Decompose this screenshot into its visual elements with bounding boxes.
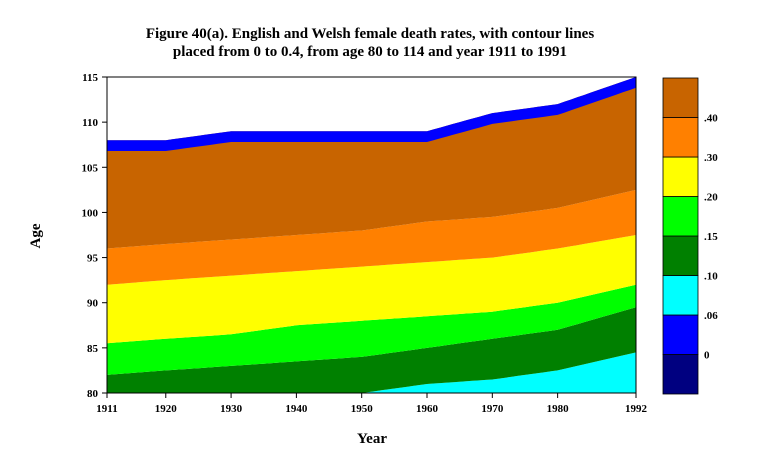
legend-label: .10 (704, 271, 718, 283)
y-tick-label: 100 (82, 207, 99, 219)
legend-label: .06 (704, 310, 718, 322)
legend-swatch (662, 117, 699, 158)
contour-band-4 (107, 189, 636, 285)
x-tick-label: 1980 (547, 403, 570, 415)
x-tick-label: 1911 (96, 403, 117, 415)
y-axis: 80 85 90 95 100 105 110 115 (82, 72, 107, 400)
x-tick-label: 1960 (416, 403, 439, 415)
x-tick-label: 1950 (351, 403, 374, 415)
y-tick-label: 90 (87, 298, 99, 310)
y-axis-title: Age (28, 223, 44, 248)
legend-swatch (662, 156, 699, 197)
title-line-1: Figure 40(a). English and Welsh female d… (146, 26, 595, 42)
y-tick-label: 115 (82, 72, 98, 84)
x-tick-label: 1992 (625, 403, 648, 415)
x-axis-title: Year (357, 431, 387, 447)
legend-label: .15 (704, 231, 718, 243)
x-tick-label: 1930 (220, 403, 243, 415)
legend-label: .40 (704, 113, 718, 125)
legend-swatch (662, 354, 699, 395)
plot-area (107, 77, 636, 393)
legend-swatch (662, 314, 699, 355)
plot-border (106, 76, 637, 394)
legend-swatch (662, 77, 699, 118)
contour-band-top-edge (107, 77, 636, 151)
legend-label: .20 (704, 192, 718, 204)
legend-label: .30 (704, 152, 718, 164)
y-tick-label: 95 (87, 253, 99, 265)
y-tick-label: 80 (87, 388, 99, 400)
legend-swatch (662, 275, 699, 316)
legend-swatch (662, 235, 699, 276)
contour-band-3 (107, 235, 636, 344)
y-tick-label: 105 (82, 162, 99, 174)
plot-frame (106, 76, 637, 394)
contour-band-1 (107, 307, 636, 393)
x-axis: 1911 1920 1930 1940 1950 1960 1970 1980 1992 (96, 393, 648, 415)
legend-swatch (662, 196, 699, 237)
contour-band-0 (107, 352, 636, 393)
x-tick-label: 1920 (155, 403, 178, 415)
chart-title: Figure 40(a). English and Welsh female d… (146, 26, 595, 60)
legend-label: 0 (704, 350, 710, 362)
y-tick-label: 110 (82, 117, 98, 129)
y-tick-label: 85 (87, 343, 99, 355)
contour-band-2 (107, 284, 636, 375)
title-line-2: placed from 0 to 0.4, from age 80 to 114… (173, 44, 567, 60)
x-tick-label: 1970 (481, 403, 504, 415)
x-tick-label: 1940 (285, 403, 308, 415)
legend: 0 .06 .10 .15 .20 .30 .40 (662, 77, 718, 395)
